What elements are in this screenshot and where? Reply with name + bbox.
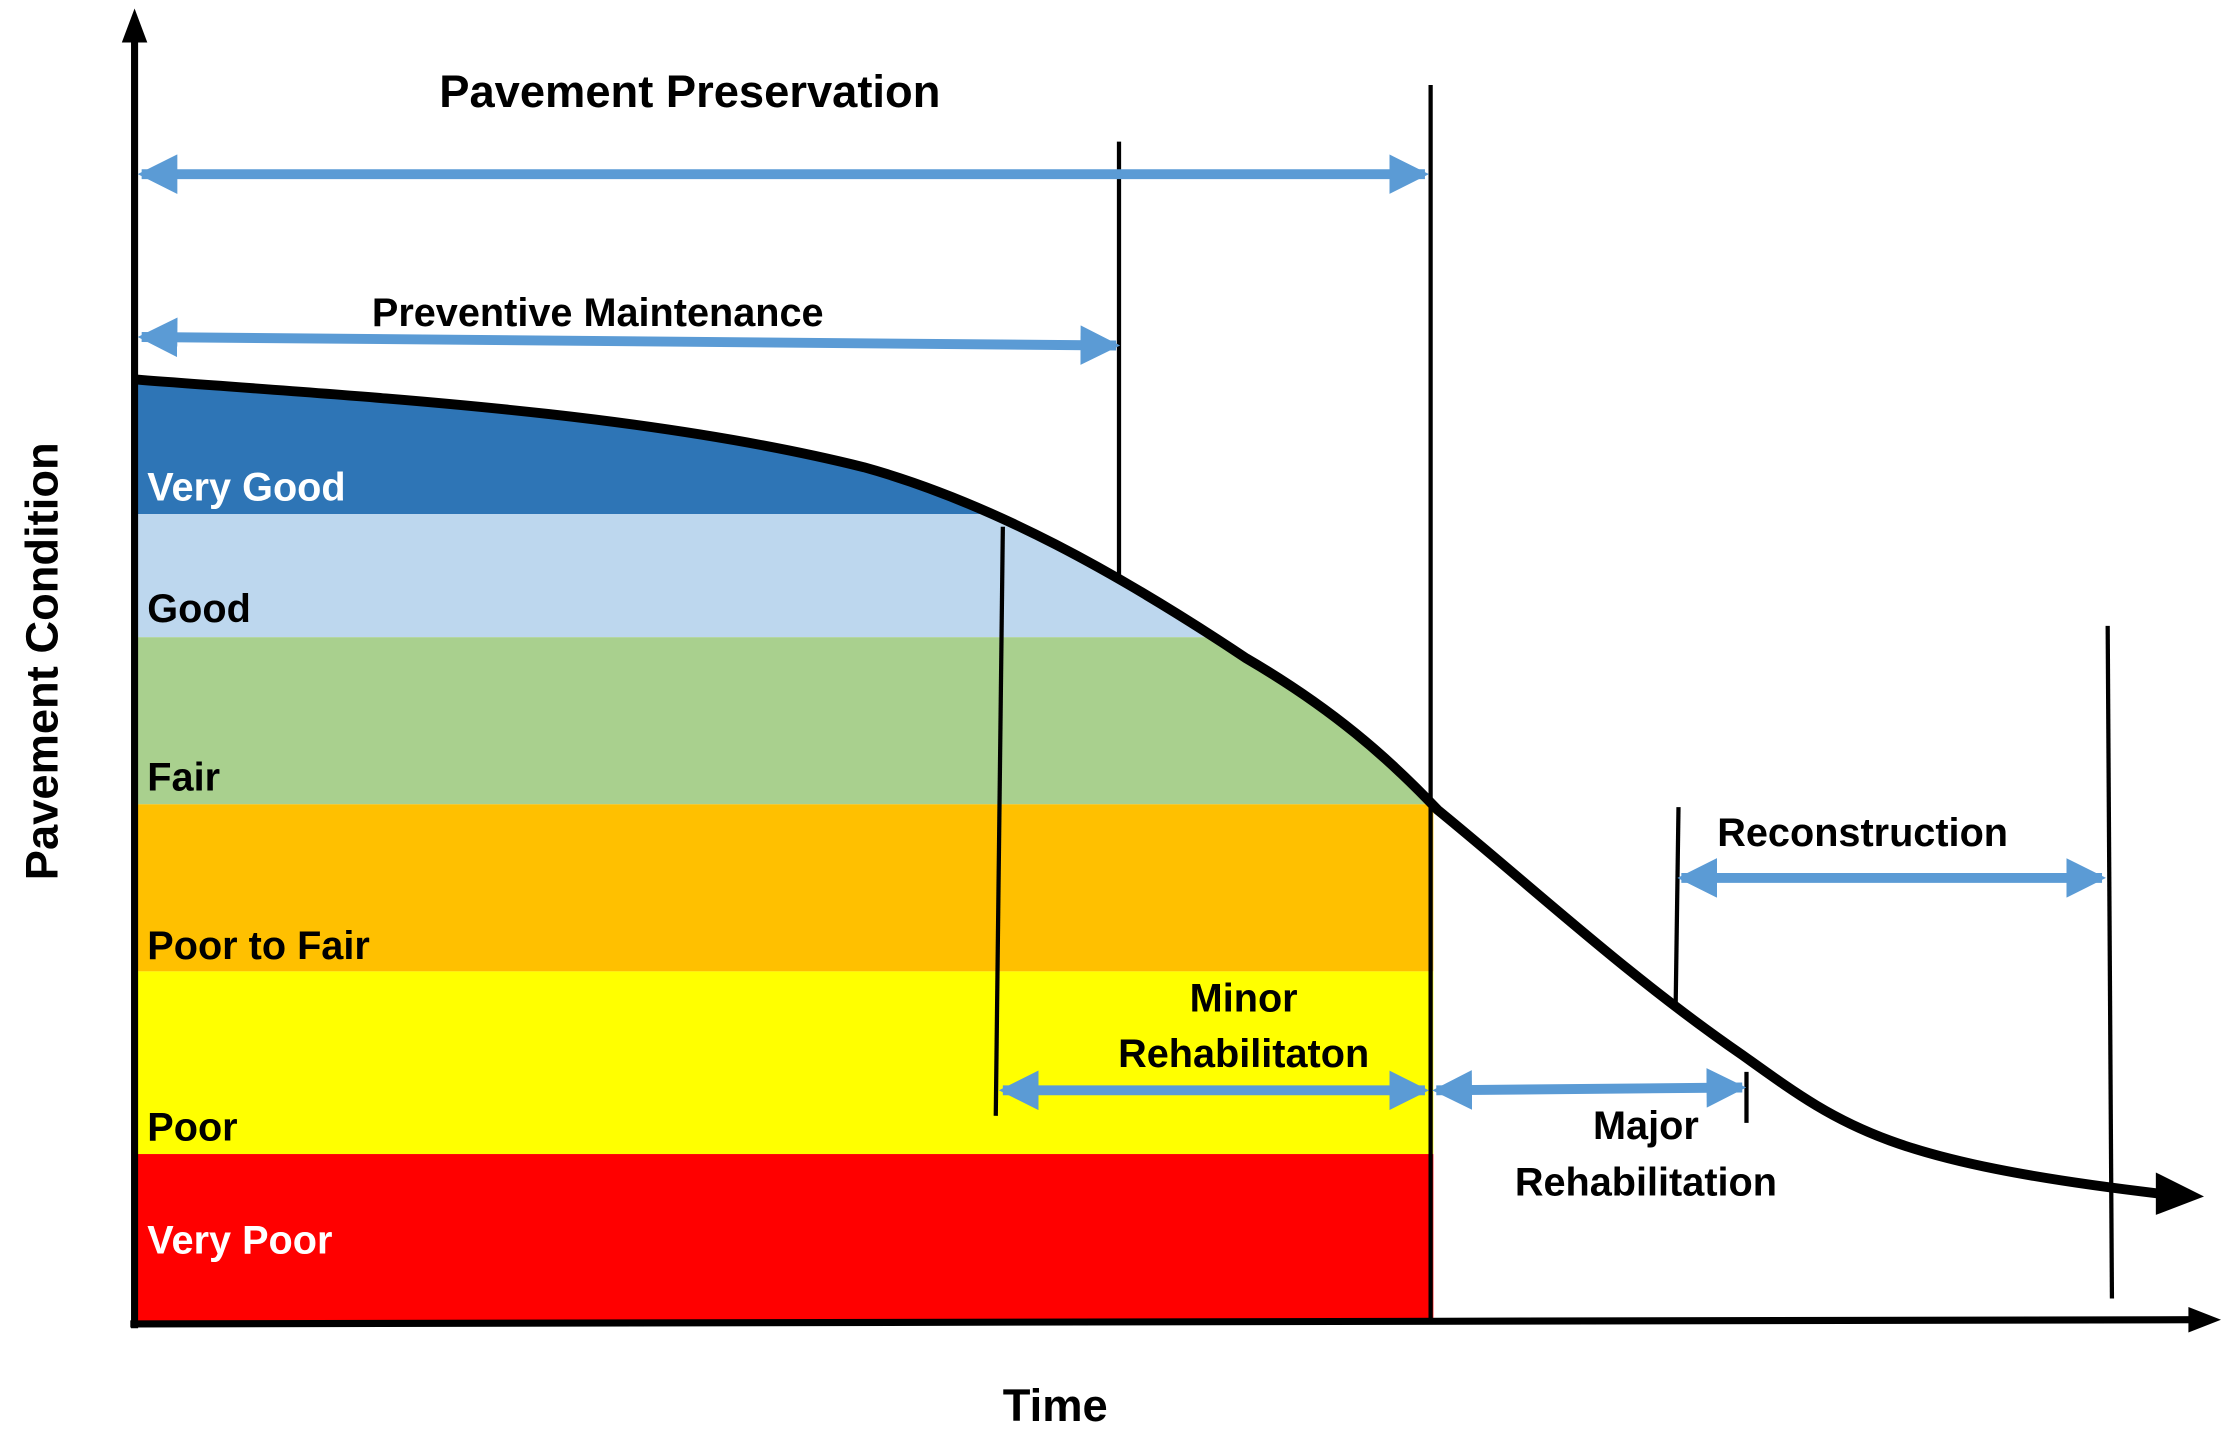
interval-label: Major: [1593, 1104, 1699, 1148]
band-fair: [137, 637, 1434, 805]
interval-label: Reconstruction: [1717, 811, 2008, 855]
condition-label: Very Poor: [147, 1219, 332, 1263]
condition-label: Poor: [147, 1105, 237, 1149]
title: Pavement Preservation: [439, 66, 940, 117]
preventive-arrow: [137, 317, 1121, 366]
condition-label: Fair: [147, 756, 220, 800]
condition-label: Poor to Fair: [147, 924, 369, 968]
boundary-line: [993, 526, 1005, 1116]
interval-label: Rehabilitaton: [1118, 1032, 1369, 1076]
band-poor-to-fair: [137, 804, 1434, 972]
condition-label: Good: [147, 587, 251, 631]
major-rehab-arrow: [1432, 1068, 1747, 1110]
curve-arrowhead: [2155, 1172, 2205, 1215]
x-axis: [130, 1316, 2196, 1328]
band-poor: [137, 971, 1434, 1155]
interval-label: Rehabilitation: [1515, 1161, 1777, 1205]
band-good: [137, 514, 1434, 638]
interval-label: Preventive Maintenance: [372, 291, 824, 335]
band-very-poor: [137, 1154, 1434, 1324]
x-axis-arrowhead: [2188, 1306, 2221, 1333]
boundary-line: [1673, 807, 1681, 1006]
deterioration-curve: [134, 374, 2161, 1199]
interval-label: Minor: [1190, 977, 1298, 1021]
condition-bands: [137, 379, 1434, 1324]
condition-label: Very Good: [147, 465, 345, 509]
x-axis-label: Time: [1003, 1380, 1108, 1431]
y-axis-arrowhead: [121, 8, 148, 43]
y-axis-label: Pavement Condition: [16, 442, 67, 880]
boundary-line: [2105, 625, 2115, 1299]
